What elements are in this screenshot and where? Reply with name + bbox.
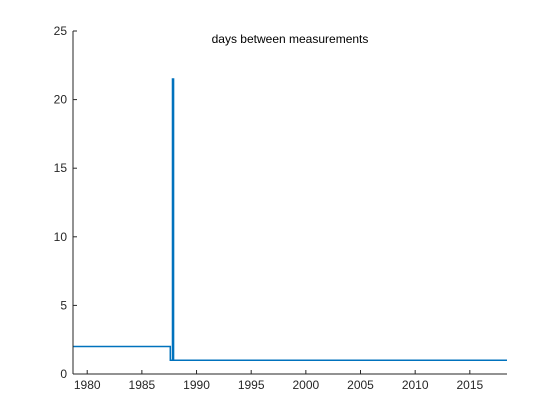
x-tick-label: 2010: [402, 378, 429, 392]
x-tick-label: 1985: [129, 378, 156, 392]
x-tick-label: 1990: [183, 378, 210, 392]
x-tick-label: 2015: [456, 378, 483, 392]
y-tick-label: 5: [60, 298, 67, 312]
y-ticks: 0 5 10 15 20 25: [54, 24, 77, 381]
x-tick-label: 1995: [238, 378, 265, 392]
axes: [72, 31, 507, 375]
x-tick-label: 1980: [74, 378, 101, 392]
x-ticks: 1980 1985 1990 1995 2000 2005 2010 2015: [74, 370, 484, 392]
y-tick-label: 0: [60, 367, 67, 381]
y-tick-label: 25: [54, 24, 68, 38]
series-line-0: [73, 78, 507, 362]
y-tick-label: 10: [54, 230, 68, 244]
x-tick-label: 2005: [347, 378, 374, 392]
x-tick-label: 2000: [292, 378, 319, 392]
y-tick-label: 20: [54, 93, 68, 107]
y-tick-label: 15: [54, 161, 68, 175]
chart-title: days between measurements: [212, 32, 369, 46]
series-layer: [73, 78, 507, 362]
